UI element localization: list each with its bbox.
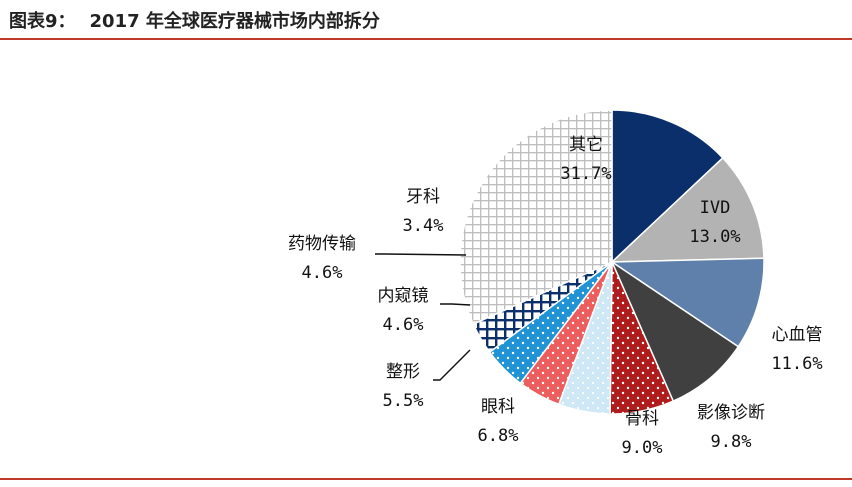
leader-lines: [375, 253, 471, 381]
slice-label-2: 心血管: [772, 325, 823, 345]
pie-slice-10: [459, 109, 613, 326]
figure-header: 图表9： 2017 年全球医疗器械市场内部拆分: [0, 0, 852, 40]
pie-chart: IVD 13.0% 心血管 11.6% 影像诊断 9.8% 骨科 9.0% 眼科 6.8% 整形 5.…: [288, 109, 823, 458]
slice-value-7: 4.6%: [383, 315, 424, 335]
slice-value-4: 9.0%: [622, 438, 663, 458]
pie-slice-3: [609, 257, 765, 348]
pie-slice-4: [610, 259, 740, 403]
slice-label-6: 整形: [386, 362, 420, 382]
slice-label-10: 其它: [569, 135, 603, 155]
leader-line-8: [375, 253, 467, 256]
slice-label-3: 影像诊断: [697, 403, 765, 423]
slice-value-9: 3.4%: [403, 216, 444, 236]
slice-value-8: 4.6%: [302, 263, 343, 283]
leader-line-7: [440, 303, 471, 306]
slice-value-3: 9.8%: [711, 432, 752, 452]
figure-title-text: 2017 年全球医疗器械市场内部拆分: [89, 11, 380, 32]
figure-title: 图表9： 2017 年全球医疗器械市场内部拆分: [9, 7, 394, 33]
pie-slices: [459, 109, 765, 415]
footer-divider: [0, 478, 852, 480]
pie-slice-2: [610, 156, 765, 263]
pie-slice-1: [611, 109, 724, 264]
slice-label-4: 骨科: [625, 409, 659, 429]
slice-label-1: IVD: [700, 198, 731, 218]
slice-value-5: 6.8%: [478, 426, 519, 446]
leader-line-6: [433, 349, 471, 381]
pie-labels: IVD 13.0% 心血管 11.6% 影像诊断 9.8% 骨科 9.0% 眼科 6.8% 整形 5.…: [288, 135, 823, 458]
slice-label-7: 内窥镜: [378, 286, 429, 306]
slice-value-6: 5.5%: [383, 391, 424, 411]
slice-value-2: 11.6%: [771, 354, 822, 374]
slice-value-1: 13.0%: [689, 227, 740, 247]
slice-label-8: 药物传输: [288, 234, 356, 254]
slice-label-5: 眼科: [481, 397, 515, 417]
slice-label-9: 牙科: [406, 187, 440, 207]
slice-value-10: 31.7%: [560, 164, 611, 184]
figure-label: 图表9：: [9, 11, 76, 32]
